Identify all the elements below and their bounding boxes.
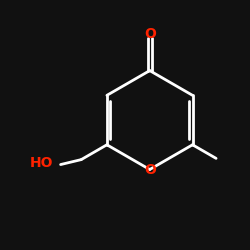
- Text: O: O: [144, 162, 156, 176]
- Text: HO: HO: [30, 156, 53, 170]
- Text: O: O: [144, 27, 156, 41]
